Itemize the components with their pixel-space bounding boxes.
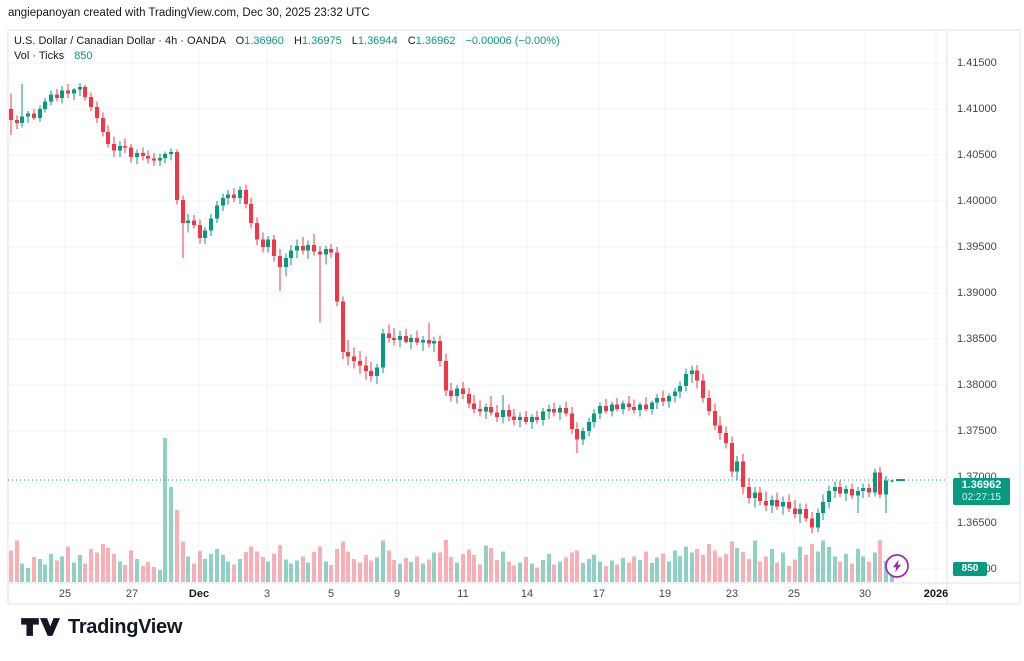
attribution-text: angiepanoyan created with TradingView.co… bbox=[8, 7, 370, 19]
time-tick-label: 19 bbox=[658, 588, 672, 600]
volume-label: Vol · Ticks bbox=[14, 50, 65, 62]
price-tick-label: 1.40500 bbox=[957, 148, 997, 161]
time-tick-label: Dec bbox=[188, 588, 210, 600]
bar-countdown: 02:27:15 bbox=[962, 492, 1001, 503]
time-tick-label: 11 bbox=[457, 588, 469, 600]
price-tick-label: 1.41500 bbox=[957, 56, 997, 69]
volume-value: 850 bbox=[74, 50, 93, 62]
time-tick-label: 17 bbox=[592, 588, 606, 600]
ohlc-low: L1.36944 bbox=[351, 35, 398, 47]
time-tick-label: 3 bbox=[263, 588, 271, 600]
ohlc-open: O1.36960 bbox=[235, 35, 284, 47]
lightning-bolt-icon bbox=[885, 554, 909, 578]
price-tick-label: 1.37500 bbox=[957, 424, 997, 437]
time-tick-label: 9 bbox=[393, 588, 401, 600]
price-tick-label: 1.41000 bbox=[957, 102, 997, 115]
price-tick-label: 1.40000 bbox=[957, 194, 997, 207]
time-tick-label: 30 bbox=[858, 588, 872, 600]
ohlc-high: H1.36975 bbox=[293, 35, 342, 47]
symbol-title: U.S. Dollar / Canadian Dollar · 4h · OAN… bbox=[14, 35, 226, 47]
last-price-value: 1.36962 bbox=[961, 479, 1002, 491]
last-price-badge: 1.36962 02:27:15 bbox=[953, 478, 1010, 505]
price-tick-label: 1.39000 bbox=[957, 286, 997, 299]
price-tick-label: 1.38500 bbox=[957, 332, 997, 345]
price-tick-label: 1.38000 bbox=[957, 378, 997, 391]
time-tick-label: 2026 bbox=[923, 588, 949, 600]
time-tick-label: 25 bbox=[787, 588, 801, 600]
legend-row-symbol: U.S. Dollar / Canadian Dollar · 4h · OAN… bbox=[14, 34, 560, 49]
ohlc-close: C1.36962 bbox=[407, 35, 456, 47]
tradingview-logo-mark bbox=[21, 618, 60, 636]
price-change: −0.00006 (−0.00%) bbox=[465, 35, 560, 47]
time-tick-label: 23 bbox=[725, 588, 739, 600]
time-tick-label: 14 bbox=[520, 588, 534, 600]
time-tick-label: 27 bbox=[125, 588, 139, 600]
tradingview-wordmark: TradingView bbox=[68, 615, 183, 638]
last-volume-badge: 850 bbox=[953, 562, 987, 576]
price-tick-label: 1.36500 bbox=[957, 516, 997, 529]
time-tick-label: 5 bbox=[327, 588, 335, 600]
tradingview-logo[interactable]: TradingView bbox=[20, 615, 182, 639]
flash-button[interactable] bbox=[883, 552, 911, 580]
time-tick-label: 25 bbox=[58, 588, 72, 600]
chart-legend[interactable]: U.S. Dollar / Canadian Dollar · 4h · OAN… bbox=[14, 34, 560, 64]
price-tick-label: 1.39500 bbox=[957, 240, 997, 253]
legend-row-volume: Vol · Ticks 850 bbox=[14, 49, 560, 64]
